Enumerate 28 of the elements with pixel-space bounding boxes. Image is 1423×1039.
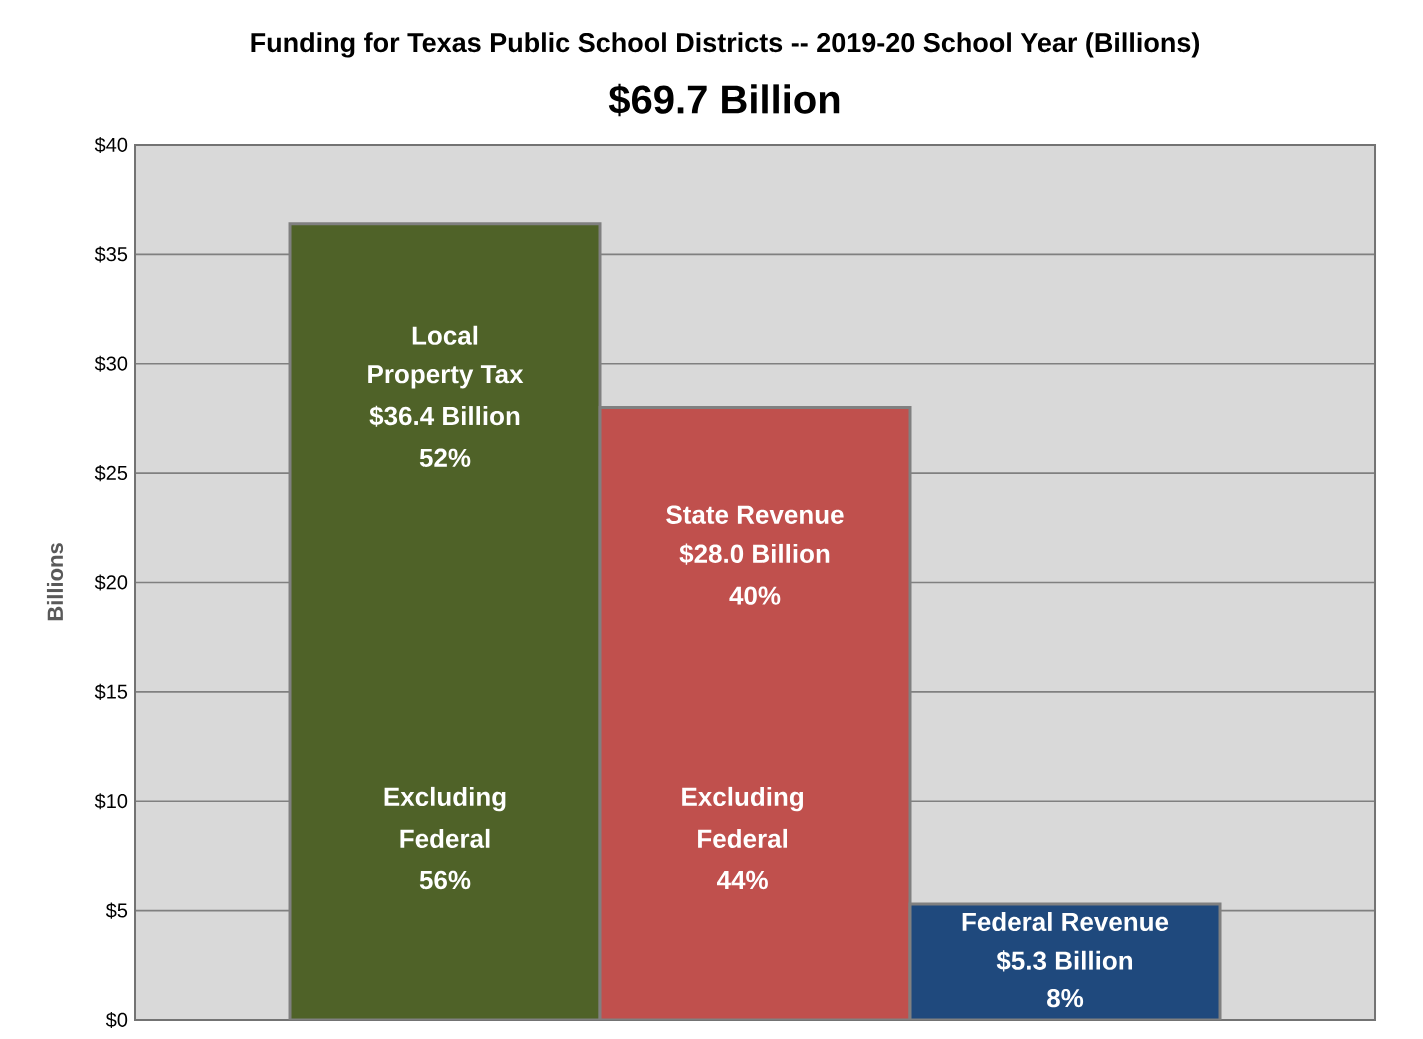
annotation: Excluding: [682, 786, 803, 812]
annotation: State Revenue: [666, 505, 844, 524]
annotation: 52%: [419, 448, 471, 468]
annotation: Federal: [698, 828, 788, 848]
y-axis-title: Billions: [46, 543, 64, 621]
annotation: 8%: [1047, 988, 1084, 1008]
chart-subtitle: $69.7 Billion: [608, 83, 840, 117]
annotation: 56%: [419, 870, 471, 890]
y-tick-label: $25: [94, 465, 128, 482]
y-tick-label: $15: [94, 683, 128, 700]
annotation: Local: [412, 325, 478, 345]
y-tick-label: $5: [105, 902, 128, 919]
annotation: $36.4 Billion: [369, 405, 520, 427]
y-tick-label: $35: [94, 246, 128, 263]
annotation: $5.3 Billion: [996, 950, 1133, 972]
y-tick-label: $30: [94, 355, 128, 372]
annotation: 44%: [716, 870, 768, 890]
y-tick-label: $10: [94, 793, 128, 810]
annotation: Property Tax: [368, 365, 524, 389]
y-tick-label: $20: [94, 574, 128, 591]
annotation: Excluding: [384, 786, 506, 812]
annotation: $28.0 Billion: [679, 543, 830, 565]
annotation: 40%: [729, 586, 781, 605]
chart-title: Funding for Texas Public School Districts -- 2019-20 School Year (Billions): [251, 32, 1200, 58]
annotation: Federal: [400, 828, 490, 848]
y-tick-label: $40: [94, 136, 128, 154]
annotation: Federal Revenue: [962, 912, 1169, 932]
y-tick-label: $0: [105, 1011, 128, 1029]
